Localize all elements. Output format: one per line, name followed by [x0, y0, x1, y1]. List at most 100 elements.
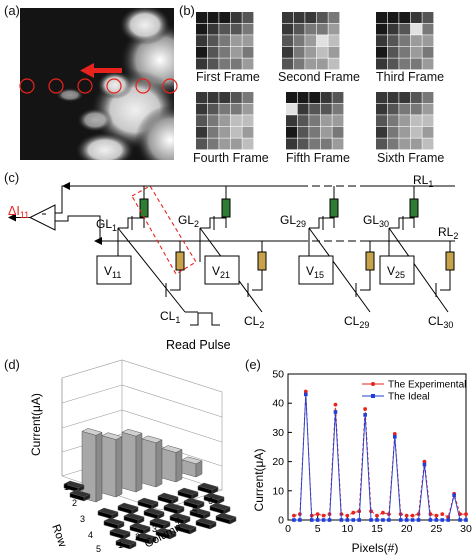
frame-caption-5: Fifth Frame	[286, 151, 350, 165]
frame-pixel	[305, 23, 317, 35]
frame-pixel	[399, 46, 411, 58]
voltage-source-v15	[298, 255, 334, 285]
x-tick-label: 20	[401, 523, 413, 535]
ideal-point	[327, 518, 332, 522]
frame-pixel	[399, 12, 411, 23]
bar-left-1	[63, 480, 85, 493]
motion-arrow-icon	[80, 63, 122, 78]
frame-pixel	[196, 92, 207, 103]
x-tick-label: 10	[341, 523, 353, 535]
pixel-marker-5	[135, 78, 151, 94]
bar-row1-col4	[141, 435, 163, 488]
frame-pixel	[242, 92, 254, 103]
frame-pixel	[332, 103, 344, 115]
experimental-point	[428, 512, 433, 517]
frame-pixel	[410, 103, 422, 115]
chart-e-ylabel: Current(μA)	[252, 449, 266, 512]
ideal-point	[375, 518, 379, 522]
frame-pixel	[242, 46, 254, 58]
frame-pixel	[286, 138, 297, 150]
frame-pixel	[297, 92, 309, 103]
frame-pixel	[309, 103, 321, 115]
ideal-point	[363, 413, 367, 417]
frame-pixel	[293, 46, 305, 58]
col-tick-3: 3	[152, 524, 157, 534]
frame-pixel	[376, 23, 387, 35]
ideal-point	[387, 518, 391, 522]
experimental-point	[315, 512, 320, 517]
bar-row5-col5	[195, 517, 217, 530]
cloud-image	[56, 8, 174, 160]
row-tick-3: 3	[80, 514, 85, 524]
experimental-point	[381, 510, 385, 515]
bar-row2-col5	[177, 487, 199, 500]
row-line-arrow-icon	[62, 182, 70, 190]
ideal-point	[398, 518, 403, 522]
frame-pixel	[219, 126, 231, 138]
frame-pixel	[242, 103, 254, 115]
frame-pixel	[207, 35, 219, 47]
frame-pixel	[196, 35, 207, 47]
ideal-point	[315, 518, 320, 522]
experimental-point	[292, 513, 296, 518]
experimental-point	[464, 512, 468, 517]
delta-current-label: ΔI11	[8, 204, 29, 220]
frame-caption-4: Fourth Frame	[193, 151, 269, 165]
pixel-markers	[19, 78, 178, 94]
frame-6	[376, 92, 434, 150]
bar-row3-col3	[143, 507, 165, 520]
bar-row3-col6	[203, 492, 225, 505]
frame-pixel	[422, 103, 434, 115]
frame-pixel	[410, 23, 422, 35]
panel-c-label: (c)	[4, 170, 20, 185]
frame-pixel	[207, 115, 219, 127]
ideal-point	[404, 518, 409, 522]
frame-pixel	[219, 58, 231, 70]
bar-row5-col4	[175, 522, 197, 535]
row-tick-1: 1	[64, 482, 69, 492]
frame-pixel	[230, 46, 242, 58]
ideal-point	[381, 518, 385, 522]
gate-line-label-2: GL2	[178, 213, 199, 229]
frame-pixel	[410, 35, 422, 47]
frame-pixel	[332, 126, 344, 138]
frame-pixel	[219, 35, 231, 47]
pixel-marker-6	[162, 78, 178, 94]
frame-pixel	[399, 92, 411, 103]
experimental-point	[416, 512, 421, 517]
frame-pixel	[282, 58, 293, 70]
bar-row5-col1	[115, 537, 137, 550]
series-line-1	[293, 391, 466, 518]
row-tick-5: 5	[96, 544, 101, 554]
column-line-label-30: CL30	[428, 314, 453, 330]
bar-row5-col2	[135, 532, 157, 545]
row-tick-4: 4	[88, 530, 93, 540]
frame-pixel	[196, 103, 207, 115]
frame-pixel	[305, 46, 317, 58]
voltage-source-v25	[379, 255, 415, 285]
col-tick-2: 2	[135, 532, 140, 542]
frame-pixel	[282, 23, 293, 35]
experimental-point	[363, 407, 368, 411]
experimental-point	[434, 513, 439, 518]
ideal-point	[446, 518, 450, 522]
frame-pixel	[332, 115, 344, 127]
frame-pixel	[387, 115, 399, 127]
frame-pixel	[399, 138, 411, 150]
read-pulse-label: Read Pulse	[166, 338, 231, 352]
column-line-label-29: CL29	[344, 314, 369, 330]
experimental-point	[345, 513, 350, 518]
frame-pixel	[328, 12, 340, 23]
frame-pixel	[230, 115, 242, 127]
frame-pixel	[297, 138, 309, 150]
column-ticks: 1 2 3 4 5 6	[118, 496, 213, 550]
frame-pixel	[230, 35, 242, 47]
frame-pixel	[297, 115, 309, 127]
frame-pixel	[320, 92, 332, 103]
ideal-point	[410, 518, 415, 522]
frame-pixel	[309, 115, 321, 127]
chart-e-xlabel: Pixels(#)	[352, 541, 399, 555]
